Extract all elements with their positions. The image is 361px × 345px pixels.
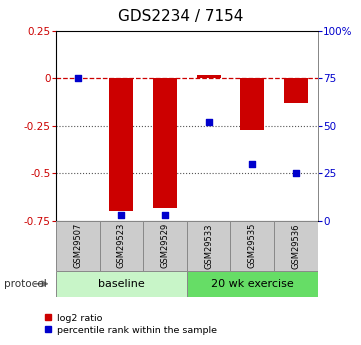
Point [249, 161, 255, 167]
Legend: log2 ratio, percentile rank within the sample: log2 ratio, percentile rank within the s… [41, 310, 221, 338]
Text: GSM29523: GSM29523 [117, 223, 126, 268]
Bar [230, 221, 274, 271]
Text: GSM29533: GSM29533 [204, 223, 213, 268]
Text: GDS2234 / 7154: GDS2234 / 7154 [118, 9, 243, 23]
Text: GSM29507: GSM29507 [73, 223, 82, 268]
Point [118, 213, 124, 218]
Bar [109, 79, 133, 211]
Bar [153, 79, 177, 208]
Bar [197, 75, 221, 79]
Text: GSM29529: GSM29529 [161, 223, 170, 268]
Bar [56, 271, 187, 297]
Bar [274, 221, 318, 271]
Bar [284, 79, 308, 103]
Point [75, 76, 81, 81]
Text: 20 wk exercise: 20 wk exercise [211, 279, 293, 289]
Bar [56, 221, 100, 271]
Bar [100, 221, 143, 271]
Text: protocol: protocol [4, 279, 46, 289]
Text: baseline: baseline [98, 279, 145, 289]
Bar [187, 271, 318, 297]
Bar [187, 221, 230, 271]
Point [206, 119, 212, 125]
Point [162, 213, 168, 218]
Bar [143, 221, 187, 271]
Text: GSM29535: GSM29535 [248, 223, 257, 268]
Text: GSM29536: GSM29536 [291, 223, 300, 268]
Bar [240, 79, 264, 130]
Point [293, 171, 299, 176]
